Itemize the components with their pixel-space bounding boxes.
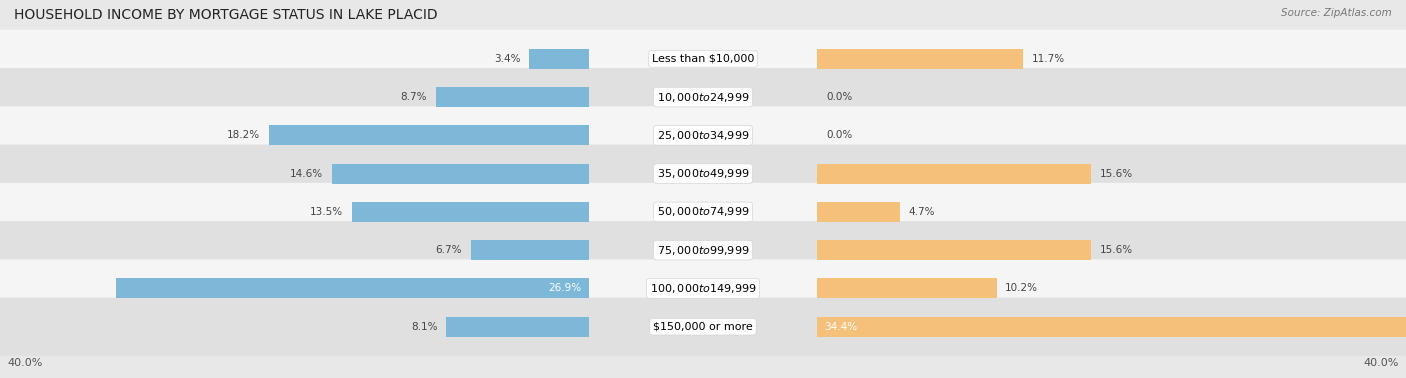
Bar: [471, 240, 589, 260]
Text: $10,000 to $24,999: $10,000 to $24,999: [657, 91, 749, 104]
Bar: [817, 164, 1091, 184]
Text: $75,000 to $99,999: $75,000 to $99,999: [657, 244, 749, 257]
Text: 40.0%: 40.0%: [7, 358, 42, 368]
Text: 0.0%: 0.0%: [827, 92, 852, 102]
Text: 40.0%: 40.0%: [1364, 358, 1399, 368]
FancyBboxPatch shape: [0, 259, 1406, 318]
Text: 6.7%: 6.7%: [436, 245, 463, 255]
Text: 11.7%: 11.7%: [1032, 54, 1064, 64]
Text: 13.5%: 13.5%: [309, 207, 343, 217]
Text: 15.6%: 15.6%: [1099, 245, 1133, 255]
Text: 0.0%: 0.0%: [827, 130, 852, 140]
Text: 34.4%: 34.4%: [824, 322, 858, 332]
FancyBboxPatch shape: [0, 68, 1406, 126]
FancyBboxPatch shape: [0, 144, 1406, 203]
FancyBboxPatch shape: [0, 183, 1406, 241]
Bar: [817, 49, 1022, 69]
FancyBboxPatch shape: [0, 30, 1406, 88]
Bar: [817, 279, 997, 298]
Text: 8.1%: 8.1%: [411, 322, 437, 332]
Text: Source: ZipAtlas.com: Source: ZipAtlas.com: [1281, 8, 1392, 17]
FancyBboxPatch shape: [0, 297, 1406, 356]
Text: $50,000 to $74,999: $50,000 to $74,999: [657, 205, 749, 218]
Bar: [352, 202, 589, 222]
Bar: [817, 317, 1406, 337]
Text: 8.7%: 8.7%: [401, 92, 427, 102]
Bar: [817, 240, 1091, 260]
Text: 18.2%: 18.2%: [226, 130, 260, 140]
Text: $35,000 to $49,999: $35,000 to $49,999: [657, 167, 749, 180]
Text: $150,000 or more: $150,000 or more: [654, 322, 752, 332]
Text: 10.2%: 10.2%: [1005, 284, 1038, 293]
Text: HOUSEHOLD INCOME BY MORTGAGE STATUS IN LAKE PLACID: HOUSEHOLD INCOME BY MORTGAGE STATUS IN L…: [14, 8, 437, 22]
Text: $25,000 to $34,999: $25,000 to $34,999: [657, 129, 749, 142]
Bar: [115, 279, 589, 298]
Text: 3.4%: 3.4%: [494, 54, 520, 64]
Bar: [447, 317, 589, 337]
Bar: [332, 164, 589, 184]
Bar: [436, 87, 589, 107]
Text: 14.6%: 14.6%: [290, 169, 323, 179]
Bar: [817, 202, 900, 222]
FancyBboxPatch shape: [0, 221, 1406, 279]
Text: 4.7%: 4.7%: [908, 207, 935, 217]
Bar: [269, 125, 589, 145]
FancyBboxPatch shape: [0, 106, 1406, 164]
Text: 26.9%: 26.9%: [548, 284, 582, 293]
Text: 15.6%: 15.6%: [1099, 169, 1133, 179]
Bar: [529, 49, 589, 69]
Text: $100,000 to $149,999: $100,000 to $149,999: [650, 282, 756, 295]
Legend: Without Mortgage, With Mortgage: Without Mortgage, With Mortgage: [581, 375, 825, 378]
Text: Less than $10,000: Less than $10,000: [652, 54, 754, 64]
